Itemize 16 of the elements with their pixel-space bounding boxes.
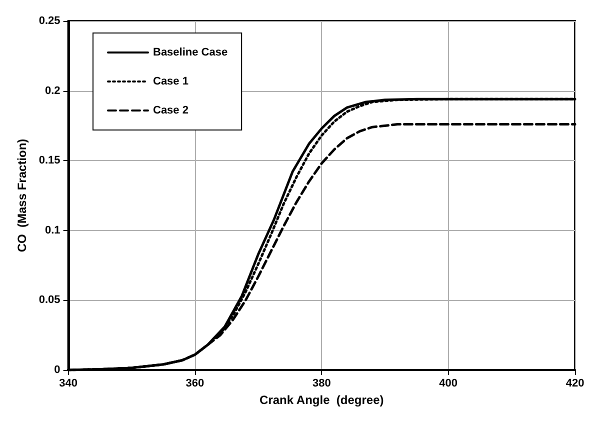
legend-label: Baseline Case xyxy=(153,46,228,58)
x-tick-label: 340 xyxy=(59,378,78,390)
x-tick-label: 380 xyxy=(312,378,331,390)
y-axis-title: CO (Mass Fraction) xyxy=(15,138,29,252)
y-tick-label: 0.25 xyxy=(38,15,60,27)
y-tick-label: 0.2 xyxy=(45,84,60,97)
y-tick-label: 0 xyxy=(54,364,60,376)
y-tick-label: 0.1 xyxy=(45,224,60,236)
x-tick-label: 400 xyxy=(439,378,458,390)
legend-label: Case 2 xyxy=(153,104,188,116)
x-tick-label: 420 xyxy=(566,378,584,390)
y-tick-label: 0.15 xyxy=(38,154,60,167)
x-axis-title: Crank Angle (degree) xyxy=(260,392,384,407)
x-tick-label: 360 xyxy=(186,378,204,390)
legend-label: Case 1 xyxy=(153,76,188,88)
y-tick-label: 0.05 xyxy=(38,294,60,306)
